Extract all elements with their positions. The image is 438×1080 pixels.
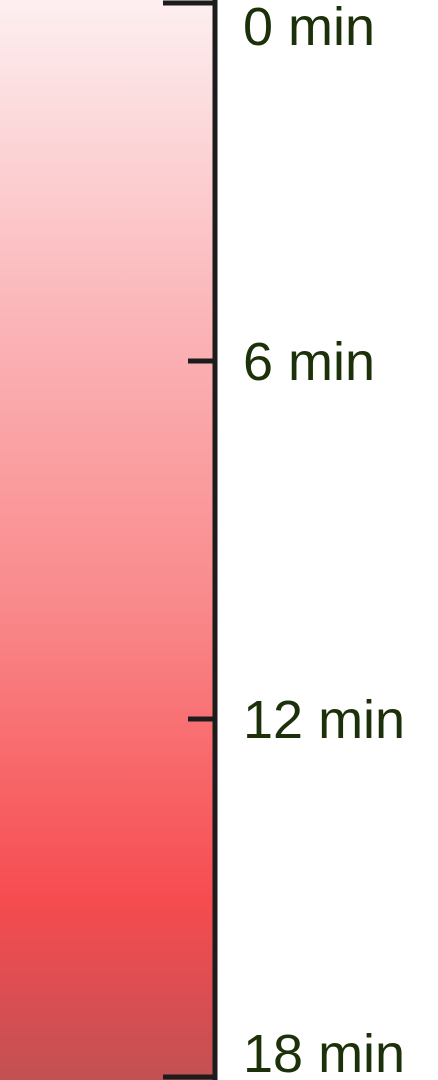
colorbar-tick-label: 6 min [243,332,375,392]
colorbar-gradient [0,0,214,1080]
colorbar-tick-label: 0 min [243,0,375,57]
colorbar-tick-label: 12 min [243,690,405,750]
colorbar-tick-label: 18 min [243,1024,405,1080]
tick-layer: 0 min 6 min 12 min 18 min [163,0,405,1080]
